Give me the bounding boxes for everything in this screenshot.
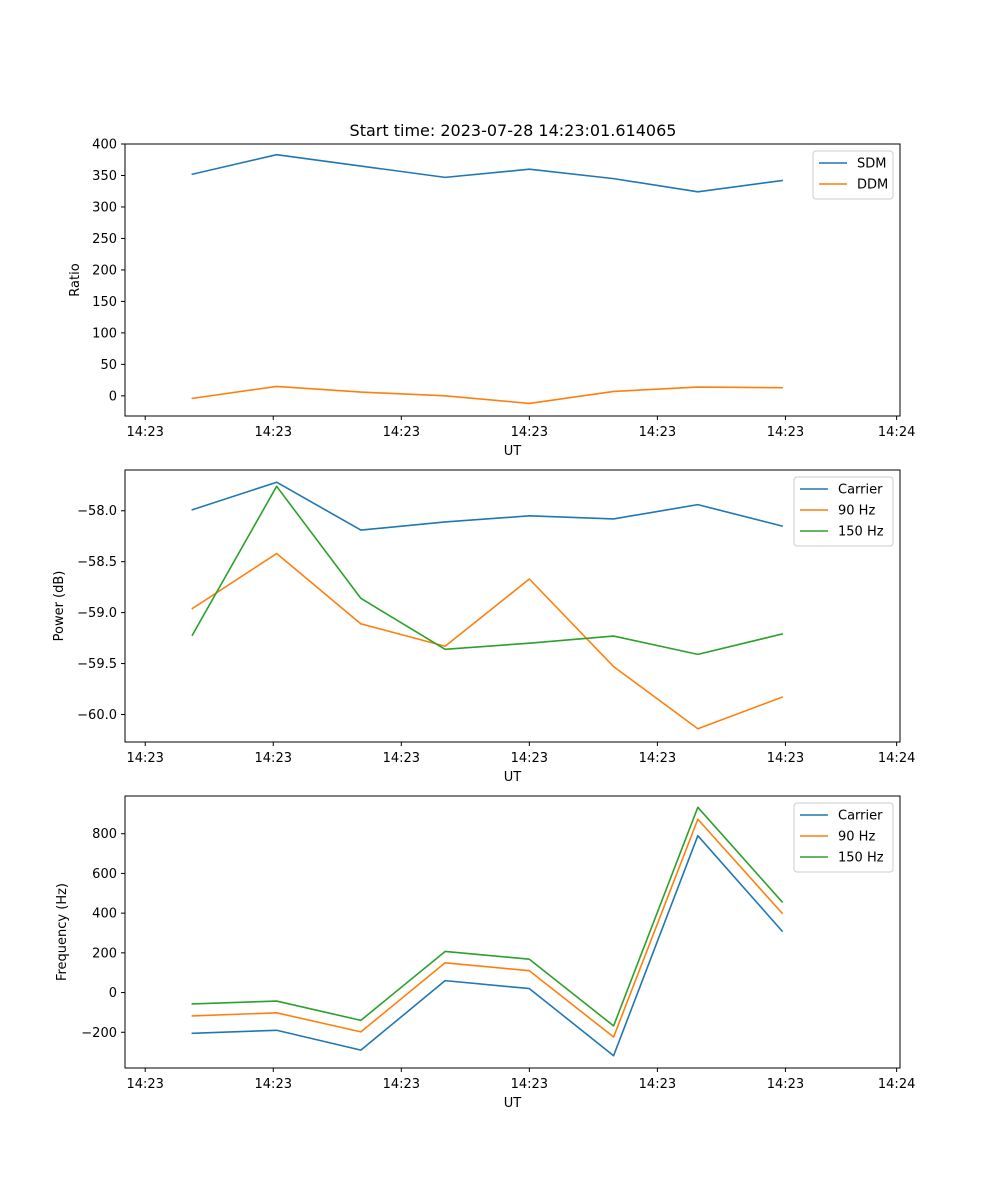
x-tick-label: 14:24	[878, 751, 915, 766]
figure-title: Start time: 2023-07-28 14:23:01.614065	[350, 121, 677, 140]
x-tick-label: 14:23	[767, 425, 804, 440]
y-axis-label: Power (dB)	[52, 571, 67, 642]
x-tick-label: 14:23	[126, 1077, 163, 1092]
series-line-90-hz	[191, 818, 784, 1038]
series-line-carrier	[191, 834, 784, 1057]
legend-entry: SDM	[857, 157, 886, 172]
legend: Carrier 90 Hz 150 Hz	[793, 476, 894, 547]
axes-frame	[124, 469, 901, 743]
y-tick-label: 100	[92, 326, 117, 341]
x-tick-label: 14:23	[639, 425, 676, 440]
series-line-90-hz	[191, 552, 784, 730]
legend-box	[793, 802, 894, 873]
x-tick-label: 14:23	[255, 425, 292, 440]
y-axis-label: Frequency (Hz)	[55, 883, 70, 981]
y-tick-label: 350	[92, 169, 117, 184]
x-tick-label: 14:23	[767, 1077, 804, 1092]
y-tick-label: 0	[109, 986, 117, 1001]
legend-entry: 150 Hz	[838, 851, 884, 866]
axes-frame	[124, 143, 901, 417]
y-tick-label: 400	[92, 138, 117, 153]
x-tick-label: 14:23	[767, 751, 804, 766]
chart-panel-3: −200 0 200 400 600 800 14:23 14:23 14:23 14:23 14:…	[55, 795, 915, 1111]
y-tick-label: 600	[92, 867, 117, 882]
x-tick-label: 14:23	[383, 425, 420, 440]
y-tick-label: 50	[100, 358, 117, 373]
x-tick-label: 14:23	[126, 425, 163, 440]
legend: Carrier 90 Hz 150 Hz	[793, 802, 894, 873]
x-tick-label: 14:23	[511, 1077, 548, 1092]
axes-frame	[124, 795, 901, 1069]
legend-entry: Carrier	[838, 483, 883, 498]
y-axis-label: Ratio	[68, 263, 83, 296]
y-tick-label: −60.0	[77, 708, 117, 723]
legend-entry: DDM	[857, 178, 888, 193]
y-tick-label: 250	[92, 232, 117, 247]
y-tick-label: 800	[92, 827, 117, 842]
y-tick-label: 200	[92, 263, 117, 278]
x-tick-label: 14:23	[383, 751, 420, 766]
y-tick-label: 300	[92, 200, 117, 215]
legend-entry: Carrier	[838, 809, 883, 824]
series-line-150-hz	[191, 806, 784, 1027]
x-tick-label: 14:23	[383, 1077, 420, 1092]
x-tick-label: 14:23	[126, 751, 163, 766]
y-tick-label: 150	[92, 295, 117, 310]
series-line-150-hz	[191, 485, 784, 656]
y-tick-label: −59.5	[77, 657, 117, 672]
x-tick-label: 14:23	[255, 1077, 292, 1092]
x-tick-label: 14:23	[511, 425, 548, 440]
x-tick-label: 14:23	[255, 751, 292, 766]
chart-panel-1: 0 50 100 150 200 250 300 350 400 14:23 14:23 14:23 1…	[68, 138, 915, 460]
y-tick-label: 0	[109, 389, 117, 404]
legend-box	[793, 476, 894, 547]
y-tick-label: 400	[92, 907, 117, 922]
legend-entry: 90 Hz	[838, 830, 875, 845]
x-tick-label: 14:23	[639, 751, 676, 766]
x-tick-label: 14:24	[878, 425, 915, 440]
x-axis-label: UT	[504, 1096, 522, 1111]
chart-panel-2: −60.0 −59.5 −59.0 −58.5 −58.0 14:23 14:23 14:23…	[52, 469, 915, 785]
x-axis-label: UT	[504, 444, 522, 459]
series-line-carrier	[191, 481, 784, 531]
y-tick-label: −58.5	[77, 555, 117, 570]
legend: SDM DDM	[812, 150, 894, 200]
y-tick-label: 200	[92, 946, 117, 961]
y-tick-label: −58.0	[77, 504, 117, 519]
x-tick-label: 14:23	[511, 751, 548, 766]
x-axis-label: UT	[504, 770, 522, 785]
legend-entry: 90 Hz	[838, 504, 875, 519]
y-tick-label: −59.0	[77, 606, 117, 621]
legend-entry: 150 Hz	[838, 525, 884, 540]
x-tick-label: 14:23	[639, 1077, 676, 1092]
x-tick-label: 14:24	[878, 1077, 915, 1092]
y-tick-label: −200	[81, 1026, 117, 1041]
series-line-ddm	[191, 385, 783, 405]
series-line-sdm	[191, 153, 783, 193]
